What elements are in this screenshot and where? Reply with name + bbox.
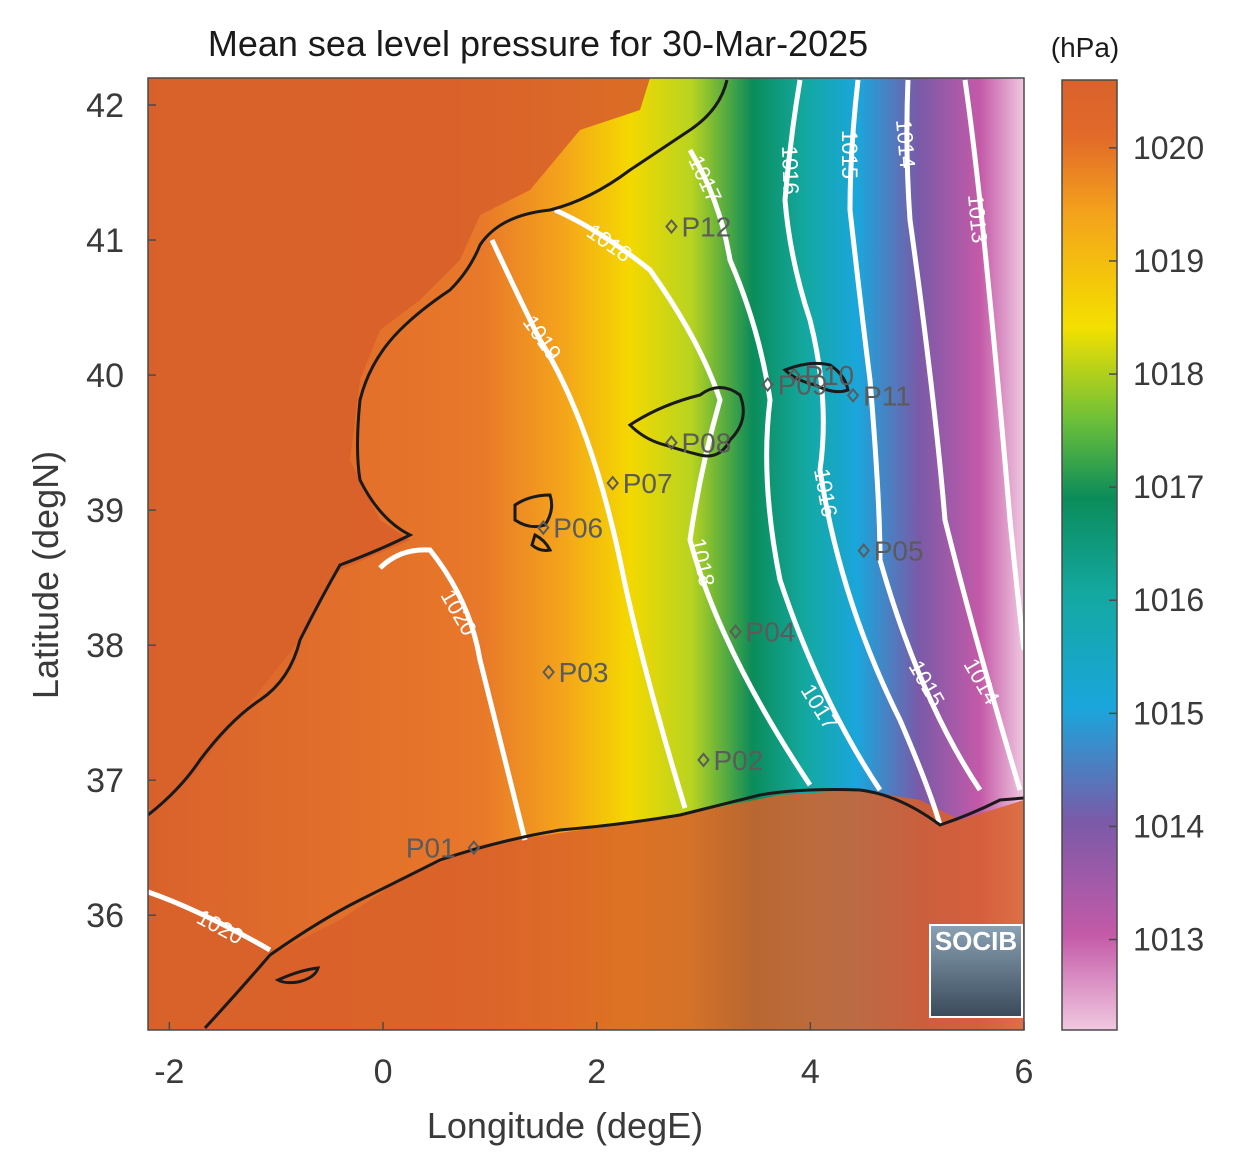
diamond-icon — [536, 520, 550, 536]
station-label: P01 — [406, 833, 456, 864]
y-axis-ticks: 36 37 38 39 40 41 42 — [86, 87, 156, 935]
colorbar-scale — [1061, 79, 1118, 1031]
diamond-icon — [788, 367, 801, 383]
isobar-label: 1016 — [777, 145, 804, 195]
diamond-icon — [729, 624, 742, 640]
station-label: P07 — [623, 468, 673, 499]
y-tick-label: 39 — [86, 492, 124, 530]
isobar-1020-north — [378, 547, 528, 841]
station-label: P06 — [553, 513, 603, 544]
isobar-label: 1013 — [963, 193, 992, 244]
y-tick-label: 41 — [86, 222, 124, 260]
alboran-island — [274, 966, 321, 985]
station-marker[interactable]: P12 — [665, 212, 731, 243]
isobar-1018 — [553, 207, 813, 787]
isobar-1020-south — [148, 889, 272, 953]
colorbar-tick-label: 1018 — [1133, 356, 1204, 392]
diamond-icon — [665, 435, 678, 451]
isobar-label: 1015 — [837, 130, 862, 179]
station-label: P02 — [714, 745, 764, 776]
station-marker[interactable]: P07 — [606, 468, 673, 499]
colorbar-tick-label: 1020 — [1133, 130, 1204, 166]
station-label: P09 — [778, 370, 828, 401]
mallorca — [627, 386, 745, 458]
chart-title: Mean sea level pressure for 30-Mar-2025 — [208, 23, 868, 64]
formentera — [530, 532, 553, 552]
x-tick-label: 6 — [1015, 1053, 1034, 1091]
iberian-coast — [148, 79, 729, 817]
plot-frame — [147, 77, 1025, 1031]
colorbar-tick-label: 1017 — [1133, 469, 1204, 505]
colorbar-tick-label: 1013 — [1133, 922, 1204, 958]
diamond-icon — [857, 543, 871, 559]
y-tick-label: 38 — [86, 627, 124, 665]
station-label: P03 — [559, 657, 609, 688]
station-marker[interactable]: P02 — [697, 745, 764, 776]
isobar-1017 — [687, 148, 883, 792]
x-tick-label: -2 — [154, 1053, 184, 1091]
ibiza — [513, 493, 554, 529]
station-label: P11 — [863, 380, 911, 411]
african-coast — [203, 788, 1024, 1030]
colorbar-tick-label: 1015 — [1133, 695, 1204, 731]
diamond-icon — [761, 376, 774, 393]
colorbar-unit: (hPa) — [1051, 32, 1119, 63]
station-marker[interactable]: P11 — [846, 380, 911, 411]
coastline — [148, 79, 1024, 1030]
isobar-label: 1014 — [891, 118, 920, 169]
x-tick-label: 4 — [801, 1053, 820, 1091]
station-marker[interactable]: P03 — [542, 657, 609, 688]
colorbar-tick-label: 1014 — [1133, 808, 1204, 844]
station-label: P08 — [681, 428, 731, 459]
y-tick-label: 37 — [86, 762, 124, 800]
x-axis-label: Longitude (degE) — [427, 1105, 703, 1146]
colorbar-tick-label: 1016 — [1133, 582, 1204, 618]
diamond-icon — [846, 387, 860, 403]
y-tick-label: 40 — [86, 357, 124, 395]
north-africa-land — [148, 790, 1024, 1030]
y-axis-label: Latitude (degN) — [25, 451, 66, 699]
y-tick-label: 42 — [86, 87, 124, 125]
isobar-1014 — [904, 79, 1023, 791]
isobar-1016 — [782, 79, 943, 826]
diamond-icon — [697, 752, 710, 768]
colorbar-tick-label: 1019 — [1133, 243, 1204, 279]
diamond-icon — [665, 218, 678, 235]
isobar-1015 — [847, 79, 983, 792]
diamond-icon — [542, 664, 555, 680]
x-tick-label: 2 — [587, 1053, 606, 1091]
diamond-icon — [606, 475, 620, 491]
station-marker[interactable]: P09 — [761, 370, 828, 401]
x-axis-ticks: -2 0 2 4 6 — [154, 1022, 1033, 1091]
station-marker[interactable]: P04 — [729, 617, 796, 648]
diamond-icon — [467, 840, 481, 856]
station-marker[interactable]: P08 — [665, 428, 731, 459]
socib-logo: SOCIB — [929, 924, 1023, 1018]
logo-text: SOCIB — [935, 926, 1017, 956]
x-tick-label: 0 — [374, 1053, 393, 1091]
station-label: P12 — [681, 212, 731, 243]
station-label: P04 — [746, 617, 796, 648]
station-marker[interactable]: P05 — [857, 536, 924, 567]
isobar-1019 — [489, 238, 688, 809]
isobar-1013 — [962, 79, 1024, 651]
colorbar: (hPa) 1013 1014 1015 1016 1017 1018 1019 1020 — [1051, 32, 1204, 1031]
station-marker[interactable]: P06 — [536, 513, 603, 544]
iberian-land — [148, 78, 650, 810]
colorbar-ticks: 1013 1014 1015 1016 1017 1018 1019 1020 — [1109, 130, 1204, 958]
station-marker[interactable]: P10 — [788, 360, 854, 391]
isobar-labels: 1020 1020 1019 1018 1018 1017 1017 1016 … — [193, 118, 1005, 949]
map-plot-area: 1020 1020 1019 1018 1018 1017 1017 1016 … — [148, 78, 1024, 1030]
isobars — [148, 79, 1024, 953]
station-marker[interactable]: P01 — [406, 833, 481, 864]
station-label: P10 — [804, 360, 854, 391]
y-tick-label: 36 — [86, 897, 124, 935]
logo-box — [929, 924, 1023, 1018]
menorca — [782, 361, 850, 394]
station-label: P05 — [874, 536, 924, 567]
